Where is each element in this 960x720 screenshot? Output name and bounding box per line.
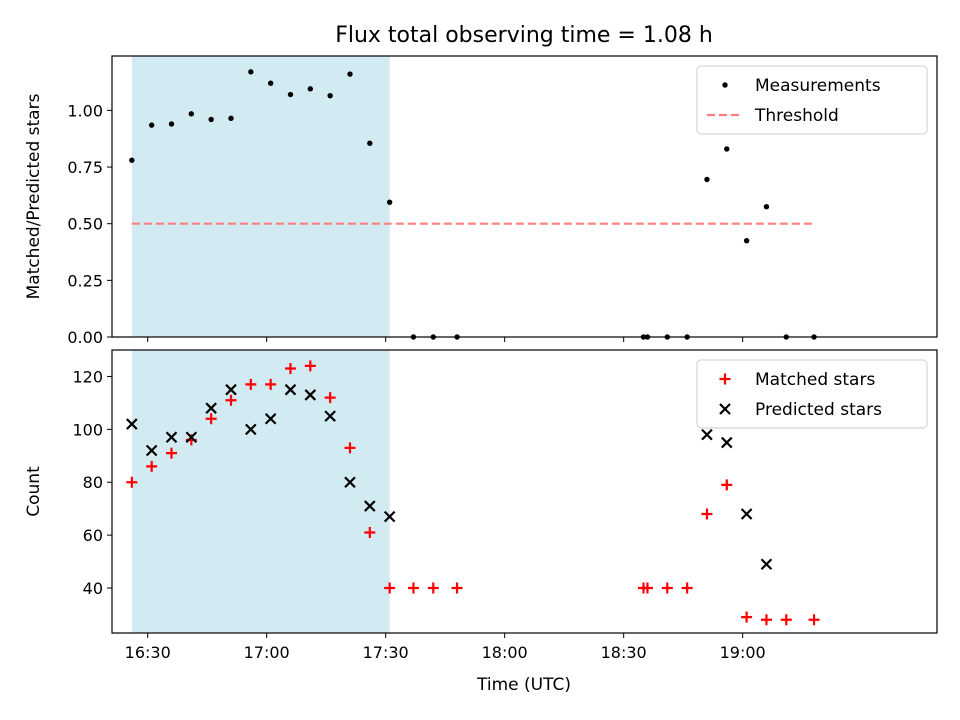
y-tick-label: 100 (72, 420, 103, 439)
matched-star-marker (407, 582, 419, 594)
predicted-star-marker (364, 500, 376, 512)
observing-window-shade (131, 350, 390, 633)
y-tick-label: 60 (83, 526, 103, 545)
predicted-star-marker (344, 476, 356, 489)
matched-star-marker (681, 582, 693, 594)
y-tick-label: 0.75 (67, 158, 103, 177)
matched-star-marker (721, 479, 733, 491)
legend-marker-icon (719, 373, 731, 385)
matched-star-marker (146, 460, 158, 472)
y-tick-label: 80 (83, 473, 103, 492)
x-tick-label: 17:30 (363, 643, 409, 662)
legend-frame (696, 359, 928, 429)
y-tick-label: 0.50 (67, 215, 103, 234)
measurement-point (208, 116, 214, 123)
matched-star-marker (427, 582, 439, 594)
measurement-point (763, 203, 770, 210)
legend-label: Measurements (755, 76, 881, 96)
measurement-point (386, 199, 393, 205)
predicted-star-marker (225, 383, 237, 396)
matched-star-marker (324, 392, 336, 404)
matched-star-marker (760, 614, 772, 626)
predicted-star-marker (760, 558, 773, 571)
matched-star-marker (780, 614, 792, 626)
legend-marker-icon (722, 82, 728, 88)
legend-marker-icon (719, 403, 731, 415)
measurement-point (724, 146, 730, 152)
ratio-panel: 0.00 0.25 0.50 0.75 1.00 Matched/Predicted st… (24, 55, 938, 347)
matched-star-marker (165, 447, 177, 459)
legend-label: Matched stars (755, 370, 875, 390)
y-axis-label: Matched/Predicted stars (24, 93, 44, 299)
matched-star-marker (808, 614, 820, 626)
x-tick-label: 17:00 (244, 643, 290, 662)
chart-title: Flux total observing time = 1.08 h (335, 23, 713, 48)
observing-window-shade (131, 56, 390, 337)
legend-label: Predicted stars (755, 400, 882, 420)
matched-star-marker (741, 611, 753, 623)
matched-star-marker (451, 582, 463, 594)
matched-star-marker (701, 508, 713, 520)
measurement-point (188, 111, 195, 117)
y-tick-label: 120 (72, 367, 103, 386)
matched-star-marker (225, 394, 237, 406)
predicted-star-marker (126, 418, 138, 430)
x-tick-label: 16:30 (125, 643, 171, 662)
y-axis-label: Count (24, 466, 44, 517)
matched-star-marker (126, 476, 138, 488)
plot-frame (111, 55, 938, 338)
matched-star-marker (344, 442, 356, 454)
y-tick-label: 0.25 (67, 271, 103, 290)
legend-frame (696, 65, 928, 135)
predicted-star-marker (145, 444, 158, 457)
matched-star-marker (364, 526, 376, 538)
x-tick-label: 18:30 (601, 643, 647, 662)
plot-frame (111, 349, 938, 634)
measurement-point (168, 121, 175, 127)
x-axis-label: Time (UTC) (476, 675, 571, 695)
measurement-point (327, 92, 333, 99)
predicted-star-marker (205, 402, 217, 414)
matched-star-marker (304, 360, 316, 372)
x-tick-label: 18:00 (482, 643, 528, 662)
predicted-star-marker (701, 428, 713, 441)
matched-star-marker (284, 363, 296, 375)
legend: Matched stars Predicted stars (696, 359, 928, 429)
legend: Measurements Threshold (696, 65, 928, 135)
matched-star-marker (661, 582, 673, 594)
y-tick-label: 0.00 (67, 328, 103, 347)
measurement-point (248, 69, 254, 75)
measurement-point (307, 86, 314, 92)
measurement-point (287, 91, 294, 98)
matched-star-marker (641, 582, 653, 594)
measurement-point (228, 115, 234, 122)
predicted-star-marker (264, 412, 277, 425)
predicted-star-marker (165, 431, 178, 444)
measurement-point (148, 122, 155, 128)
measurement-point (129, 157, 135, 163)
matched-star-marker (205, 413, 217, 425)
predicted-star-marker (383, 510, 396, 523)
predicted-star-marker (721, 436, 733, 449)
legend-label: Threshold (754, 106, 839, 126)
predicted-star-marker (740, 508, 753, 520)
matched-star-marker (265, 378, 277, 390)
predicted-star-marker (304, 389, 317, 401)
predicted-star-marker (185, 431, 198, 444)
y-tick-label: 1.00 (67, 101, 103, 120)
measurement-point (267, 80, 274, 86)
predicted-star-marker (245, 423, 257, 436)
measurement-point (347, 71, 353, 77)
matched-star-marker (245, 378, 257, 390)
y-tick-label: 40 (83, 579, 103, 598)
matched-star-marker (384, 582, 396, 594)
measurement-point (743, 237, 750, 244)
measurement-point (704, 176, 710, 183)
x-tick-label: 19:00 (720, 643, 766, 662)
predicted-star-marker (324, 410, 336, 422)
measurement-point (367, 140, 373, 146)
count-panel: 40 60 80 100 120 16:30 17:00 17:30 18:00 18:30 19:… (24, 349, 938, 662)
predicted-star-marker (284, 383, 297, 396)
